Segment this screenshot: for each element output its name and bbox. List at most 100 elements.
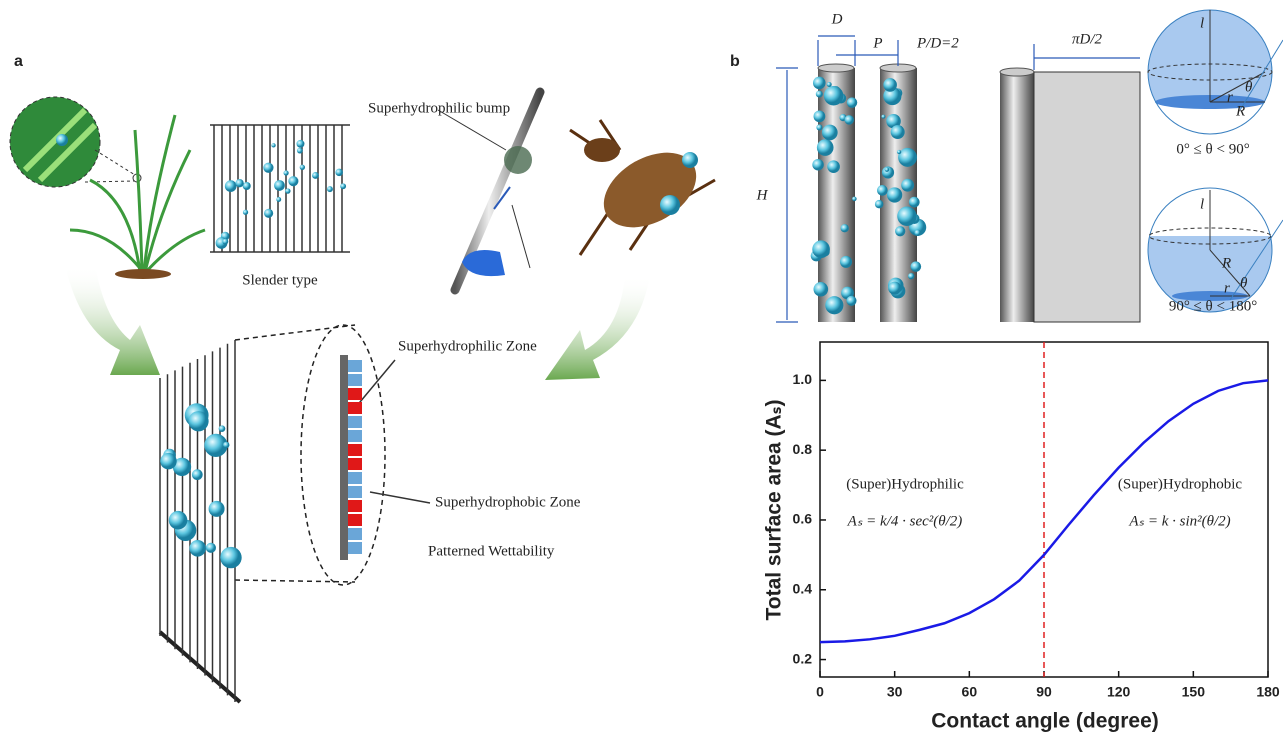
droplet — [223, 441, 230, 449]
droplet — [220, 546, 242, 569]
x-tick-label: 0 — [816, 684, 824, 700]
x-tick-label: 120 — [1107, 684, 1131, 700]
grass-illustration — [9, 96, 206, 279]
droplet — [896, 149, 902, 155]
hydrophilic-zone — [348, 528, 362, 540]
sphere-cap — [1147, 9, 1283, 313]
sphere-label: l — [1200, 196, 1204, 212]
pillars — [817, 63, 855, 73]
droplet — [296, 147, 303, 154]
hydrophilic-zone — [348, 486, 362, 498]
caption: Patterned Wettability — [428, 543, 555, 559]
droplet — [242, 181, 251, 190]
droplet — [813, 281, 829, 297]
droplet — [897, 206, 917, 226]
grass-illustration — [56, 134, 68, 146]
droplet — [271, 143, 276, 148]
dimension-label: D — [831, 11, 843, 27]
droplet — [276, 197, 282, 202]
beetle — [584, 138, 620, 162]
beetle — [682, 152, 698, 168]
droplet — [883, 87, 902, 106]
droplet — [908, 272, 915, 280]
dimension-label: πD/2 — [1072, 31, 1103, 47]
x-tick-label: 180 — [1256, 684, 1280, 700]
annotation-formula: Aₛ = k · sin²(θ/2) — [1128, 513, 1230, 529]
rod-bump — [462, 249, 505, 277]
droplet — [884, 167, 890, 172]
sphere-label: θ — [1245, 79, 1253, 95]
sphere-label: R — [1235, 103, 1245, 119]
dimension-label: P — [872, 35, 882, 51]
y-axis-label: Total surface area (Aₛ) — [763, 399, 786, 620]
droplet — [312, 172, 319, 179]
pillars — [810, 63, 927, 322]
y-tick-label: 1.0 — [793, 371, 813, 387]
droplet — [840, 224, 849, 233]
flow-arrow — [545, 275, 650, 380]
droplet — [160, 452, 177, 470]
beetle — [569, 119, 716, 256]
droplet — [813, 110, 826, 123]
flow-arrow — [65, 265, 650, 380]
droplet — [890, 125, 905, 140]
droplet — [168, 510, 188, 530]
sphere-label: l — [1200, 15, 1204, 31]
rod-bump — [437, 87, 545, 295]
sphere-cap — [1148, 227, 1272, 245]
droplet — [908, 196, 920, 208]
sphere-cap — [1239, 39, 1283, 111]
droplet — [242, 209, 249, 215]
patterned-mesh — [158, 324, 431, 704]
sphere-label: R — [1221, 255, 1231, 271]
annotation-title: (Super)Hydrophobic — [1118, 476, 1242, 492]
hydrophobic-zone — [348, 458, 362, 470]
beetle — [569, 119, 716, 256]
droplet — [222, 238, 229, 245]
hydrophilic-zone — [348, 542, 362, 554]
droplet — [326, 186, 333, 193]
sphere-cap — [1209, 71, 1266, 103]
beetle — [660, 195, 680, 215]
droplet — [823, 85, 844, 106]
droplet — [296, 139, 305, 148]
droplet — [881, 114, 886, 119]
droplet — [825, 296, 844, 315]
sphere-caption: 0° ≤ θ < 90° — [1176, 141, 1249, 157]
sphere-cap — [1147, 187, 1273, 313]
unrolled-cylinder — [999, 67, 1035, 77]
wettability-rod — [340, 355, 362, 560]
droplet — [189, 540, 206, 557]
droplet — [827, 160, 840, 173]
droplet — [204, 433, 228, 457]
rod-bump — [493, 186, 511, 210]
rod-bump — [504, 146, 532, 174]
droplet — [263, 162, 274, 173]
droplet — [274, 180, 285, 191]
caption: Slender type — [242, 272, 318, 288]
droplet — [821, 124, 838, 141]
dimension — [776, 35, 1140, 323]
caption: Superhydrophobic Zone — [435, 494, 581, 510]
annotation-title: (Super)Hydrophilic — [846, 476, 964, 492]
unrolled-cylinder — [999, 67, 1141, 323]
unrolled-cylinder — [1000, 72, 1034, 322]
panel-label: a — [14, 53, 23, 70]
sphere-caption: 90° ≤ θ < 180° — [1169, 298, 1257, 314]
patterned-mesh — [234, 324, 356, 341]
y-tick-label: 0.2 — [793, 650, 813, 666]
hydrophilic-zone — [348, 374, 362, 386]
droplet — [208, 500, 225, 517]
hydrophilic-zone — [348, 416, 362, 428]
droplet — [335, 168, 343, 177]
droplet — [191, 469, 203, 481]
hydrophilic-zone — [348, 430, 362, 442]
grass-illustration — [69, 114, 206, 274]
droplet — [887, 187, 903, 203]
dimension-label: H — [756, 187, 769, 203]
droplet — [816, 139, 834, 156]
hydrophobic-zone — [348, 444, 362, 456]
grass-illustration — [115, 269, 171, 279]
droplet — [826, 81, 832, 87]
